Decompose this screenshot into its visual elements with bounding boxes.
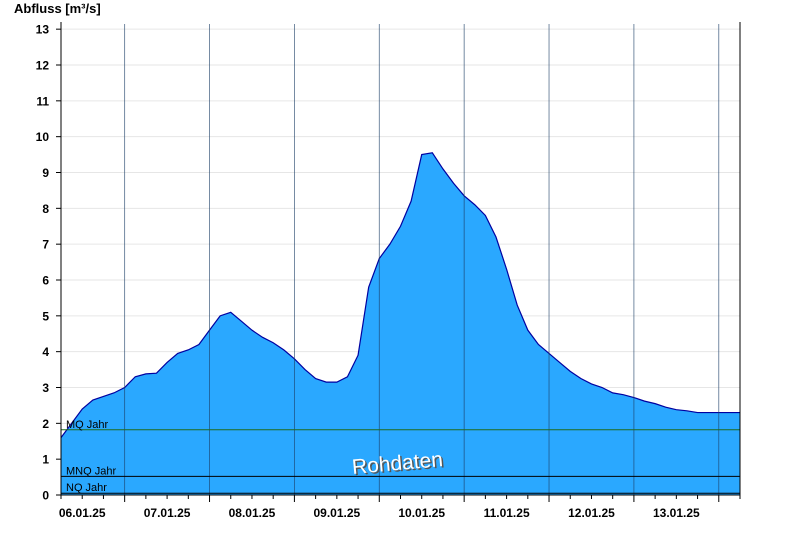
reference-lines: MQ Jahr MNQ Jahr NQ Jahr bbox=[61, 419, 740, 494]
area-layer bbox=[60, 24, 740, 495]
y-tick-label: 3 bbox=[42, 381, 49, 395]
y-tick-label: 9 bbox=[42, 166, 49, 180]
y-tick-label: 4 bbox=[42, 345, 49, 359]
axes bbox=[56, 22, 741, 502]
discharge-line bbox=[60, 152, 740, 439]
y-tick-label: 1 bbox=[42, 453, 49, 467]
y-axis-title: Abfluss [m³/s] bbox=[14, 1, 101, 16]
discharge-area bbox=[61, 152, 740, 495]
y-tick-label: 10 bbox=[36, 130, 50, 144]
reference-line-label: NQ Jahr bbox=[66, 482, 107, 494]
y-tick-label: 5 bbox=[42, 309, 49, 323]
y-tick-label: 2 bbox=[42, 417, 49, 431]
y-tick-label: 6 bbox=[42, 274, 49, 288]
x-tick-label: 06.01.25 bbox=[59, 506, 106, 520]
x-tick-label: 12.01.25 bbox=[568, 506, 615, 520]
reference-line-label: MQ Jahr bbox=[66, 419, 109, 431]
y-tick-label: 11 bbox=[36, 94, 49, 108]
y-tick-label: 0 bbox=[42, 489, 49, 503]
reference-line-label: MNQ Jahr bbox=[66, 465, 116, 477]
y-tick-label: 12 bbox=[36, 59, 50, 73]
x-tick-label: 11.01.25 bbox=[484, 506, 530, 520]
x-tick-label: 09.01.25 bbox=[313, 506, 360, 520]
x-tick-label: 10.01.25 bbox=[398, 506, 445, 520]
y-tick-label: 13 bbox=[36, 23, 50, 37]
x-tick-label: 13.01.25 bbox=[653, 506, 700, 520]
x-tick-label: 08.01.25 bbox=[229, 506, 276, 520]
y-tick-label: 7 bbox=[42, 238, 49, 252]
x-tick-label: 07.01.25 bbox=[144, 506, 191, 520]
y-tick-label: 8 bbox=[42, 202, 49, 216]
